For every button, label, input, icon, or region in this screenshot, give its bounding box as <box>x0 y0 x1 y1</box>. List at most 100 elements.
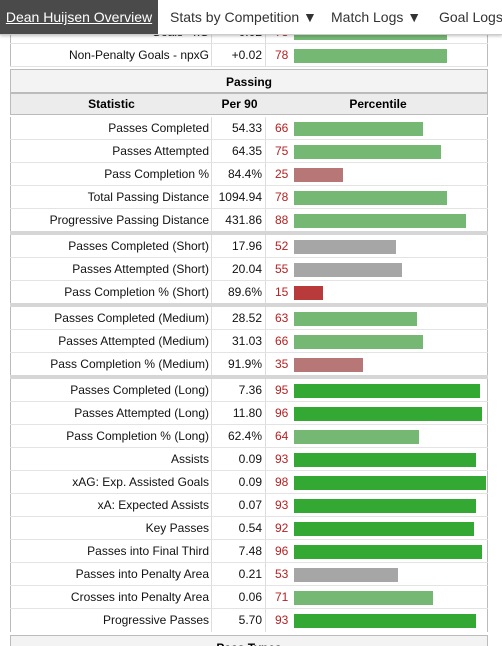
section-title-pass-types: Pass Types <box>10 635 488 646</box>
column-header-per90: Per 90 <box>221 97 258 111</box>
row-divider <box>10 562 488 563</box>
stat-name: Pass Completion % (Long) <box>11 425 212 448</box>
stat-name: Progressive Passes <box>11 609 212 632</box>
table-row: Passes Attempted (Short) 20.04 55 <box>10 258 488 281</box>
table-row: Non-Penalty Goals - npxG +0.02 78 <box>10 44 488 67</box>
table-row: Pass Completion % (Short) 89.6% 15 <box>10 281 488 304</box>
stat-name: Non-Penalty Goals - npxG <box>11 44 212 67</box>
stat-name: Assists <box>11 448 212 471</box>
per90-value: 62.4% <box>213 425 266 448</box>
table-row: xAG: Exp. Assisted Goals 0.09 98 <box>10 471 488 494</box>
per90-value: 64.35 <box>213 140 266 163</box>
percentile-value: 78 <box>275 190 289 204</box>
stat-name: Passes Attempted (Short) <box>11 258 212 281</box>
tab-stats-by-competition[interactable]: Stats by Competition ▼ <box>170 9 317 25</box>
per90-value: 91.9% <box>213 353 266 376</box>
row-divider <box>10 470 488 471</box>
percentile-value: 93 <box>275 498 289 512</box>
stat-name: Progressive Passing Distance <box>11 209 212 232</box>
row-divider <box>10 424 488 425</box>
tab-match-logs[interactable]: Match Logs ▼ <box>331 9 422 25</box>
percentile-value: 15 <box>275 285 289 299</box>
per90-value: 20.04 <box>213 258 266 281</box>
stat-name: Passes Attempted (Medium) <box>11 330 212 353</box>
percentile-bar <box>294 545 482 559</box>
tab-player-overview[interactable]: Dean Huijsen Overview <box>0 0 158 34</box>
stat-name: xAG: Exp. Assisted Goals <box>11 471 212 494</box>
per90-value: 54.33 <box>213 117 266 140</box>
table-row: Key Passes 0.54 92 <box>10 517 488 540</box>
row-divider <box>10 43 488 44</box>
stat-name: Passes Completed <box>11 117 212 140</box>
percentile-value: 55 <box>275 262 289 276</box>
percentile-bar <box>294 522 474 536</box>
table-row: Passes Attempted (Long) 11.80 96 <box>10 402 488 425</box>
stat-name: Passes Completed (Medium) <box>11 307 212 330</box>
per90-value: 31.03 <box>213 330 266 353</box>
percentile-bar <box>294 358 363 372</box>
percentile-bar <box>294 407 482 421</box>
per90-value: 0.09 <box>213 471 266 494</box>
per90-value: 1094.94 <box>213 186 266 209</box>
percentile-bar <box>294 568 398 582</box>
per90-value: 431.86 <box>213 209 266 232</box>
percentile-value: 66 <box>275 121 289 135</box>
group-separator <box>10 303 488 307</box>
percentile-bar <box>294 591 433 605</box>
stat-name: xA: Expected Assists <box>11 494 212 517</box>
percentile-bar <box>294 286 323 300</box>
percentile-bar <box>294 476 486 490</box>
row-divider <box>10 608 488 609</box>
percentile-bar <box>294 240 396 254</box>
percentile-value: 66 <box>275 334 289 348</box>
percentile-bar <box>294 122 423 136</box>
table-row: xA: Expected Assists 0.07 93 <box>10 494 488 517</box>
table-row: Pass Completion % 84.4% 25 <box>10 163 488 186</box>
percentile-value: 75 <box>275 144 289 158</box>
row-divider <box>10 185 488 186</box>
stat-name: Passes Completed (Long) <box>11 379 212 402</box>
row-divider <box>10 352 488 353</box>
percentile-bar <box>294 312 417 326</box>
percentile-bar <box>294 49 447 63</box>
row-divider <box>10 516 488 517</box>
percentile-value: 64 <box>275 429 289 443</box>
stat-name: Pass Completion % (Medium) <box>11 353 212 376</box>
table-row: Total Passing Distance 1094.94 78 <box>10 186 488 209</box>
stat-name: Pass Completion % <box>11 163 212 186</box>
row-divider <box>10 162 488 163</box>
table-row: Passes Completed 54.33 66 <box>10 117 488 140</box>
table-row: Passes Completed (Short) 17.96 52 <box>10 235 488 258</box>
per90-value: 0.54 <box>213 517 266 540</box>
percentile-value: 93 <box>275 452 289 466</box>
per90-value: 11.80 <box>213 402 266 425</box>
per90-value: 89.6% <box>213 281 266 304</box>
stat-name: Crosses into Penalty Area <box>11 586 212 609</box>
percentile-value: 35 <box>275 357 289 371</box>
group-separator <box>10 375 488 379</box>
row-divider <box>10 329 488 330</box>
table-row: Crosses into Penalty Area 0.06 71 <box>10 586 488 609</box>
stat-name: Total Passing Distance <box>11 186 212 209</box>
column-header-row: Statistic Per 90 Percentile <box>10 93 488 115</box>
top-nav-bar: Dean Huijsen Overview Stats by Competiti… <box>0 0 502 35</box>
row-divider <box>10 539 488 540</box>
per90-value: 0.07 <box>213 494 266 517</box>
percentile-value: 93 <box>275 613 289 627</box>
table-row: Passes Completed (Long) 7.36 95 <box>10 379 488 402</box>
stat-name: Passes Attempted (Long) <box>11 402 212 425</box>
percentile-value: 95 <box>275 383 289 397</box>
per90-value: 17.96 <box>213 235 266 258</box>
per90-value: 7.48 <box>213 540 266 563</box>
row-divider <box>10 66 488 67</box>
table-row: Passes into Final Third 7.48 96 <box>10 540 488 563</box>
per90-value: 84.4% <box>213 163 266 186</box>
row-divider <box>10 585 488 586</box>
tab-goal-logs[interactable]: Goal Logs <box>439 9 502 25</box>
per90-value: +0.02 <box>213 44 266 67</box>
percentile-value: 63 <box>275 311 289 325</box>
table-row: Passes Attempted (Medium) 31.03 66 <box>10 330 488 353</box>
percentile-value: 88 <box>275 213 289 227</box>
table-row: Passes into Penalty Area 0.21 53 <box>10 563 488 586</box>
